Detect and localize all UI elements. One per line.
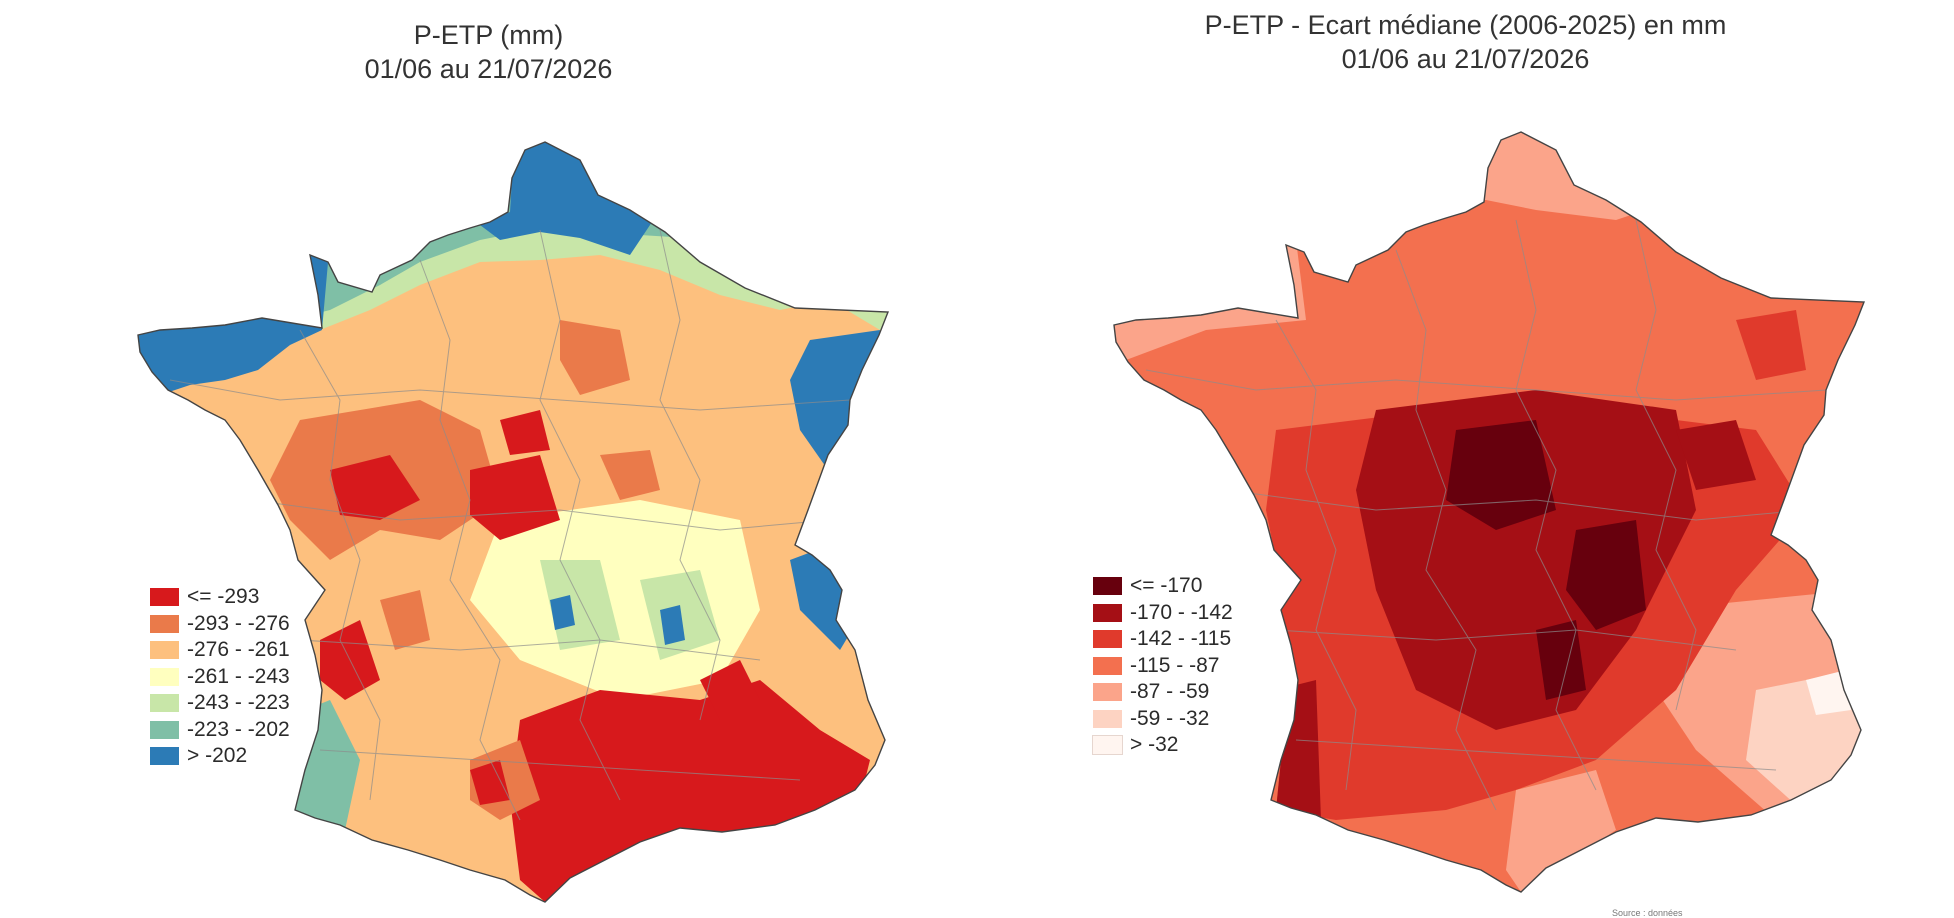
map-class-fill: [500, 410, 550, 455]
legend-item: -59 - -32: [1093, 706, 1233, 733]
legend-swatch: [1093, 683, 1122, 702]
legend-label: -87 - -59: [1130, 680, 1210, 704]
legend-item: -142 - -115: [1093, 626, 1233, 653]
legend-swatch: [150, 694, 179, 713]
legend-item: > -202: [150, 743, 290, 770]
legend-label: -276 - -261: [187, 638, 290, 662]
legend-swatch: [150, 614, 179, 633]
map-class-fill: [790, 330, 880, 470]
region-borders: [1145, 219, 1827, 811]
map-class-fill: [1114, 132, 1864, 220]
legend-swatch: [150, 641, 179, 660]
map-class-fill: [1276, 680, 1321, 820]
legend-item: -243 - -223: [150, 690, 290, 717]
source-credit: Source : données: [1612, 908, 1683, 918]
legend: <= -293 -293 - -276 -276 - -261 -261 - -243…: [150, 584, 290, 770]
legend-item: <= -170: [1093, 573, 1233, 600]
legend-item: -115 - -87: [1093, 653, 1233, 680]
map-class-fill: [560, 320, 630, 395]
legend-label: -261 - -243: [187, 664, 290, 688]
legend-label: -293 - -276: [187, 611, 290, 635]
map-title: P-ETP (mm) 01/06 au 21/07/2026: [0, 18, 977, 86]
map-class-fill: [1506, 770, 1616, 892]
legend-item: -87 - -59: [1093, 679, 1233, 706]
legend-label: > -202: [187, 744, 248, 768]
map-class-fill: [1736, 310, 1806, 380]
legend-label: -243 - -223: [187, 691, 290, 715]
legend-label: -170 - -142: [1130, 600, 1233, 624]
map-class-fill: [700, 660, 760, 720]
legend-item: -223 - -202: [150, 717, 290, 744]
legend-label: > -32: [1130, 733, 1179, 757]
map-class-fill: [330, 455, 420, 520]
legend-swatch: [1093, 656, 1122, 675]
legend-label: -223 - -202: [187, 717, 290, 741]
legend-swatch: [1093, 630, 1122, 649]
legend-label: -115 - -87: [1130, 653, 1220, 677]
legend-swatch: [150, 667, 179, 686]
legend-swatch: [150, 747, 179, 766]
legend-item: > -32: [1092, 732, 1233, 759]
legend: <= -170 -170 - -142 -142 - -115 -115 - -87 -…: [1092, 573, 1233, 759]
map-class-fill: [470, 455, 560, 540]
legend-swatch: [1093, 709, 1122, 728]
map-class-fill: [380, 590, 430, 650]
map-class-fill: [660, 605, 685, 645]
map-class-fill: [1356, 390, 1696, 730]
legend-label: <= -170: [1130, 574, 1203, 598]
map-title-line-2: 01/06 au 21/07/2026: [1341, 44, 1590, 74]
legend-swatch: [150, 588, 179, 607]
legend-label: -59 - -32: [1130, 706, 1210, 730]
map-class-fill: [470, 760, 510, 805]
map-class-fill: [1446, 420, 1556, 530]
map-class-fill: [600, 450, 660, 500]
legend-item: -293 - -276: [150, 611, 290, 638]
map-class-fill: [1676, 420, 1756, 490]
legend-label: -142 - -115: [1130, 627, 1232, 651]
map-title-line-1: P-ETP - Ecart médiane (2006-2025) en mm: [1204, 10, 1727, 40]
map-class-fill: [1806, 670, 1851, 715]
legend-swatch: [1093, 603, 1122, 622]
legend-swatch: [1093, 577, 1122, 596]
legend-swatch: [1092, 735, 1123, 756]
france-map-ecart: [1113, 131, 1865, 893]
map-title: P-ETP - Ecart médiane (2006-2025) en mm …: [977, 8, 1954, 76]
map-title-line-1: P-ETP (mm): [413, 20, 564, 50]
map-title-line-2: 01/06 au 21/07/2026: [364, 54, 613, 84]
legend-item: <= -293: [150, 584, 290, 611]
legend-swatch: [150, 720, 179, 739]
legend-item: -276 - -261: [150, 637, 290, 664]
map-class-fill: [510, 680, 870, 902]
map-class-fill: [1566, 520, 1646, 630]
region-borders: [169, 229, 851, 821]
france-map-petp: [137, 141, 889, 903]
map-class-fill: [138, 142, 888, 255]
legend-item: -170 - -142: [1093, 600, 1233, 627]
map-panel-ecart-mediane: P-ETP - Ecart médiane (2006-2025) en mm …: [977, 0, 1954, 918]
map-class-fill: [550, 595, 575, 630]
map-panel-petp: P-ETP (mm) 01/06 au 21/07/2026: [0, 0, 977, 916]
legend-label: <= -293: [187, 585, 260, 609]
legend-item: -261 - -243: [150, 664, 290, 691]
